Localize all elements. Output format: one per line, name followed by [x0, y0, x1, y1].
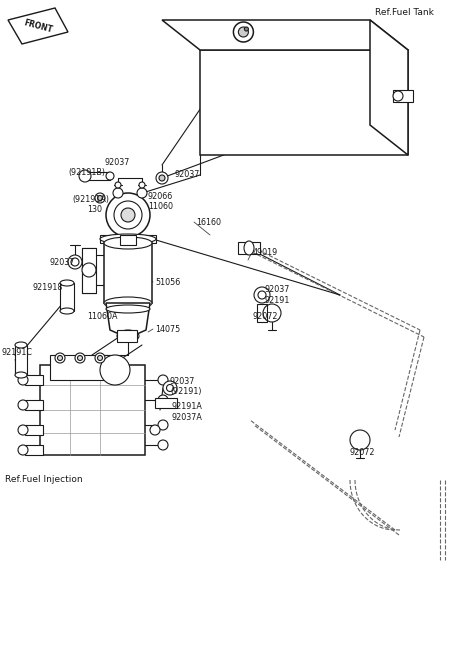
Circle shape — [95, 193, 105, 203]
Bar — [25, 400, 43, 410]
Polygon shape — [370, 20, 408, 155]
Text: 16160: 16160 — [196, 218, 221, 227]
Circle shape — [137, 188, 147, 198]
Ellipse shape — [15, 372, 27, 378]
Text: 92037: 92037 — [265, 285, 291, 294]
Circle shape — [158, 375, 168, 385]
Circle shape — [158, 420, 168, 430]
Bar — [82, 248, 96, 293]
Circle shape — [98, 196, 102, 200]
Bar — [238, 242, 260, 254]
Circle shape — [18, 425, 28, 435]
Bar — [50, 355, 110, 380]
Ellipse shape — [100, 234, 156, 244]
Circle shape — [57, 356, 63, 360]
Circle shape — [115, 182, 121, 188]
Bar — [25, 375, 43, 385]
Text: (92191A): (92191A) — [72, 195, 109, 204]
Bar — [104, 243, 152, 303]
Circle shape — [159, 175, 165, 181]
Ellipse shape — [60, 280, 74, 286]
Circle shape — [121, 208, 135, 222]
Polygon shape — [162, 20, 408, 50]
Circle shape — [158, 395, 168, 405]
Ellipse shape — [60, 308, 74, 314]
Bar — [40, 365, 145, 455]
Text: 51056: 51056 — [155, 278, 180, 287]
Ellipse shape — [15, 342, 27, 348]
Circle shape — [98, 356, 102, 360]
Text: 92191A: 92191A — [172, 402, 203, 411]
Text: 130: 130 — [87, 205, 102, 214]
Text: (92191): (92191) — [170, 387, 201, 396]
Bar — [120, 235, 136, 245]
Circle shape — [95, 353, 105, 363]
Circle shape — [113, 188, 123, 198]
Polygon shape — [8, 8, 68, 44]
Ellipse shape — [106, 305, 150, 313]
Circle shape — [100, 355, 130, 385]
Bar — [257, 304, 267, 322]
Circle shape — [233, 22, 254, 42]
Ellipse shape — [104, 237, 152, 249]
Text: Ref.Fuel Injection: Ref.Fuel Injection — [5, 475, 82, 484]
Text: 11060: 11060 — [148, 202, 173, 211]
Bar — [393, 90, 413, 102]
Text: 49019: 49019 — [253, 248, 278, 257]
Circle shape — [106, 193, 150, 237]
Polygon shape — [200, 50, 408, 155]
Text: Ref.Fuel Tank: Ref.Fuel Tank — [375, 8, 434, 17]
Circle shape — [82, 263, 96, 277]
Bar — [15, 345, 27, 375]
Circle shape — [158, 440, 168, 450]
Text: 11060A: 11060A — [88, 312, 118, 321]
Text: 92191: 92191 — [265, 296, 291, 305]
Circle shape — [106, 172, 114, 180]
Bar — [25, 445, 43, 455]
Circle shape — [18, 400, 28, 410]
Circle shape — [166, 385, 173, 391]
Bar — [85, 172, 110, 180]
Circle shape — [75, 353, 85, 363]
Text: 92037: 92037 — [170, 377, 195, 386]
Circle shape — [163, 381, 177, 395]
Circle shape — [156, 172, 168, 184]
Bar — [60, 283, 74, 311]
Text: 92191C: 92191C — [2, 348, 33, 357]
Text: 92037: 92037 — [175, 170, 201, 179]
Circle shape — [18, 375, 28, 385]
Text: 92072: 92072 — [253, 312, 279, 321]
Circle shape — [79, 170, 91, 182]
Text: 92072: 92072 — [350, 448, 375, 457]
Text: 92037: 92037 — [105, 158, 130, 167]
Circle shape — [55, 353, 65, 363]
Circle shape — [238, 27, 248, 37]
Ellipse shape — [244, 241, 254, 255]
Text: FRONT: FRONT — [23, 18, 54, 34]
Text: (92191B): (92191B) — [68, 168, 105, 177]
Circle shape — [150, 425, 160, 435]
Circle shape — [393, 91, 403, 101]
Circle shape — [245, 27, 248, 31]
Text: 92037: 92037 — [50, 258, 75, 267]
Circle shape — [68, 255, 82, 269]
Bar — [100, 235, 156, 243]
Circle shape — [254, 287, 270, 303]
Bar — [117, 330, 137, 342]
Circle shape — [78, 356, 82, 360]
Ellipse shape — [117, 330, 139, 342]
Circle shape — [71, 258, 79, 266]
Bar — [25, 425, 43, 435]
Circle shape — [139, 182, 145, 188]
Ellipse shape — [104, 297, 152, 309]
Text: 92037A: 92037A — [172, 413, 203, 422]
Circle shape — [114, 201, 142, 229]
Bar — [155, 398, 177, 408]
Text: 921918: 921918 — [33, 283, 64, 292]
Circle shape — [258, 291, 266, 299]
Circle shape — [18, 445, 28, 455]
Text: 14075: 14075 — [155, 325, 180, 334]
Text: 92066: 92066 — [148, 192, 173, 201]
Polygon shape — [106, 303, 150, 338]
